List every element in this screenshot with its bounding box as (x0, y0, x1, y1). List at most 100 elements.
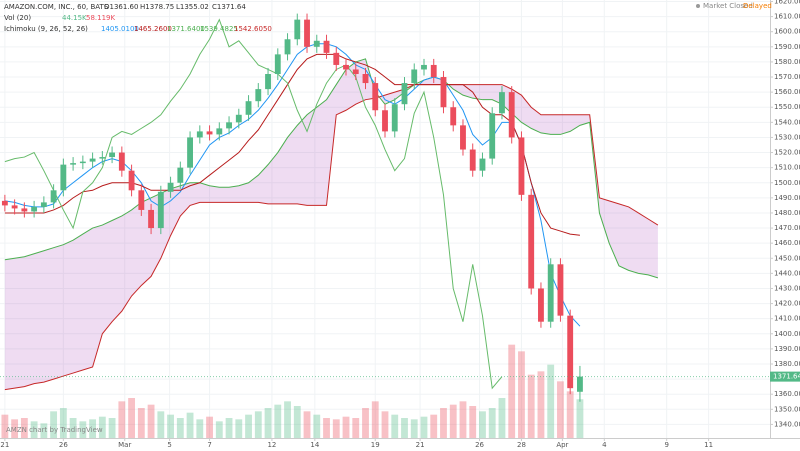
candle-body (128, 170, 135, 191)
volume-bar (11, 419, 19, 438)
ichimoku-study: Ichimoku (9, 26, 52, 26) (4, 25, 88, 33)
last-price-label: 1371.64 (773, 373, 800, 381)
volume-bar (566, 391, 574, 438)
candle-body (430, 64, 437, 78)
candle-body (362, 74, 369, 84)
plot (0, 13, 770, 438)
volume-bar (176, 418, 184, 438)
volume-bar (20, 418, 28, 438)
volume-bar (547, 364, 555, 438)
volume-bar (401, 418, 408, 438)
volume-bar (576, 399, 584, 438)
volume-bar (342, 416, 350, 438)
candle-body (508, 92, 515, 138)
candle-body (323, 40, 330, 53)
volume-bar (362, 408, 369, 438)
candle-body (118, 152, 125, 171)
volume-value: 58.119K (86, 14, 115, 22)
y-tick-label: 1390.00 (774, 345, 800, 353)
x-tick-label: 28 (517, 441, 526, 449)
volume-bar (98, 416, 106, 438)
y-tick-label: 1600.00 (774, 28, 800, 36)
candle-body (21, 208, 28, 212)
volume-bar (537, 371, 545, 438)
volume-bar (196, 419, 204, 438)
volume-bar (215, 421, 223, 438)
y-tick-label: 1360.00 (774, 390, 800, 398)
x-tick-label: 7 (207, 441, 211, 449)
y-tick-label: 1410.00 (774, 315, 800, 323)
volume-bar (157, 411, 165, 438)
candle-body (411, 69, 418, 84)
y-tick-label: 1590.00 (774, 43, 800, 51)
y-tick-label: 1540.00 (774, 118, 800, 126)
leading-span-b (4, 84, 659, 391)
volume-bar (518, 351, 525, 438)
volume-bar (332, 419, 340, 438)
x-tick-label: Apr (556, 441, 568, 449)
candle-body (50, 190, 57, 203)
candle-body (528, 194, 535, 289)
candle-body (538, 288, 544, 322)
candle-body (196, 131, 203, 138)
candle-body (382, 110, 388, 132)
watermark[interactable]: AMZN chart by TradingView (6, 426, 103, 434)
candle-body (157, 191, 164, 229)
volume-bar (479, 411, 486, 438)
x-tick-label: 26 (59, 441, 68, 449)
volume-bar (527, 374, 535, 438)
candle-body (89, 158, 96, 162)
leading-span-a (4, 58, 659, 279)
last-price-tag (770, 371, 800, 382)
volume-value: 44.15K (62, 14, 87, 22)
y-tick-label: 1460.00 (774, 239, 800, 247)
volume-bar (293, 406, 301, 438)
volume-bar (498, 398, 506, 438)
candle-body (255, 89, 262, 102)
ohlc-open: O1361.60 (104, 3, 138, 11)
volume-bar (557, 381, 564, 438)
candle-body (40, 202, 47, 207)
x-tick-label: 19 (371, 441, 380, 449)
volume-bar (89, 419, 97, 438)
x-tick-label: 21 (416, 441, 425, 449)
x-tick-label: 12 (267, 441, 276, 449)
volume-bar (440, 408, 447, 438)
candle-body (167, 182, 174, 192)
ichimoku-value: 1465.2600 (134, 25, 172, 33)
volume-bar (235, 419, 243, 438)
candle-body (499, 92, 505, 114)
volume-bar (352, 418, 360, 438)
ichimoku-line (4, 18, 503, 390)
y-tick-label: 1610.00 (774, 13, 800, 21)
y-tick-label: 1510.00 (774, 164, 800, 172)
volume-bar (313, 414, 321, 438)
volume-bar (137, 408, 145, 438)
volume-bar (381, 411, 389, 438)
candle-body (177, 167, 184, 183)
candle-body (60, 164, 67, 191)
candle-body (148, 209, 154, 229)
y-tick-label: 1470.00 (774, 224, 800, 232)
volume-bar (50, 411, 58, 438)
volume-bar (147, 404, 155, 438)
volume-bar (488, 408, 496, 438)
volume-bar (245, 414, 252, 438)
volume-bar (264, 408, 272, 438)
y-tick-label: 1420.00 (774, 300, 800, 308)
candle-body (352, 69, 359, 75)
candle-body (557, 264, 564, 316)
y-tick-label: 1490.00 (774, 194, 800, 202)
candle-body (518, 137, 525, 195)
candle-body (31, 206, 38, 212)
volume-bar (40, 423, 48, 438)
y-tick-label: 1530.00 (774, 133, 800, 141)
ichimoku-value: 1539.4825 (200, 25, 238, 33)
candle-body (206, 131, 213, 135)
candle-body (440, 77, 447, 108)
candle-body (401, 83, 408, 105)
x-tick-label: Mar (118, 441, 131, 449)
candle-body (235, 114, 242, 123)
